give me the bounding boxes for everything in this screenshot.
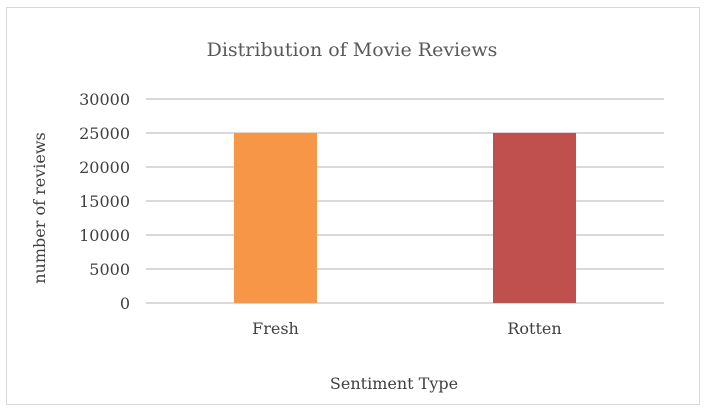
- x-tick-label: Fresh: [252, 319, 299, 338]
- y-tick-label: 0: [120, 294, 130, 313]
- x-tick-label: Rotten: [507, 319, 561, 338]
- bar-fresh: [234, 133, 317, 303]
- y-tick-label: 10000: [79, 226, 130, 245]
- y-tick-label: 20000: [79, 158, 130, 177]
- x-axis-label: Sentiment Type: [330, 374, 458, 393]
- chart-frame: [6, 7, 700, 405]
- x-tick-labels: Fresh Rotten: [252, 319, 562, 338]
- chart-title: Distribution of Movie Reviews: [207, 39, 498, 61]
- bars: [234, 133, 576, 303]
- y-tick-label: 15000: [79, 192, 130, 211]
- y-tick-labels: 0 5000 10000 15000 20000 25000 30000: [79, 90, 130, 313]
- bar-rotten: [493, 133, 576, 303]
- y-tick-label: 5000: [89, 260, 130, 279]
- y-axis-label: number of reviews: [30, 132, 49, 284]
- y-tick-label: 30000: [79, 90, 130, 109]
- gridlines: [146, 98, 664, 304]
- y-tick-label: 25000: [79, 124, 130, 143]
